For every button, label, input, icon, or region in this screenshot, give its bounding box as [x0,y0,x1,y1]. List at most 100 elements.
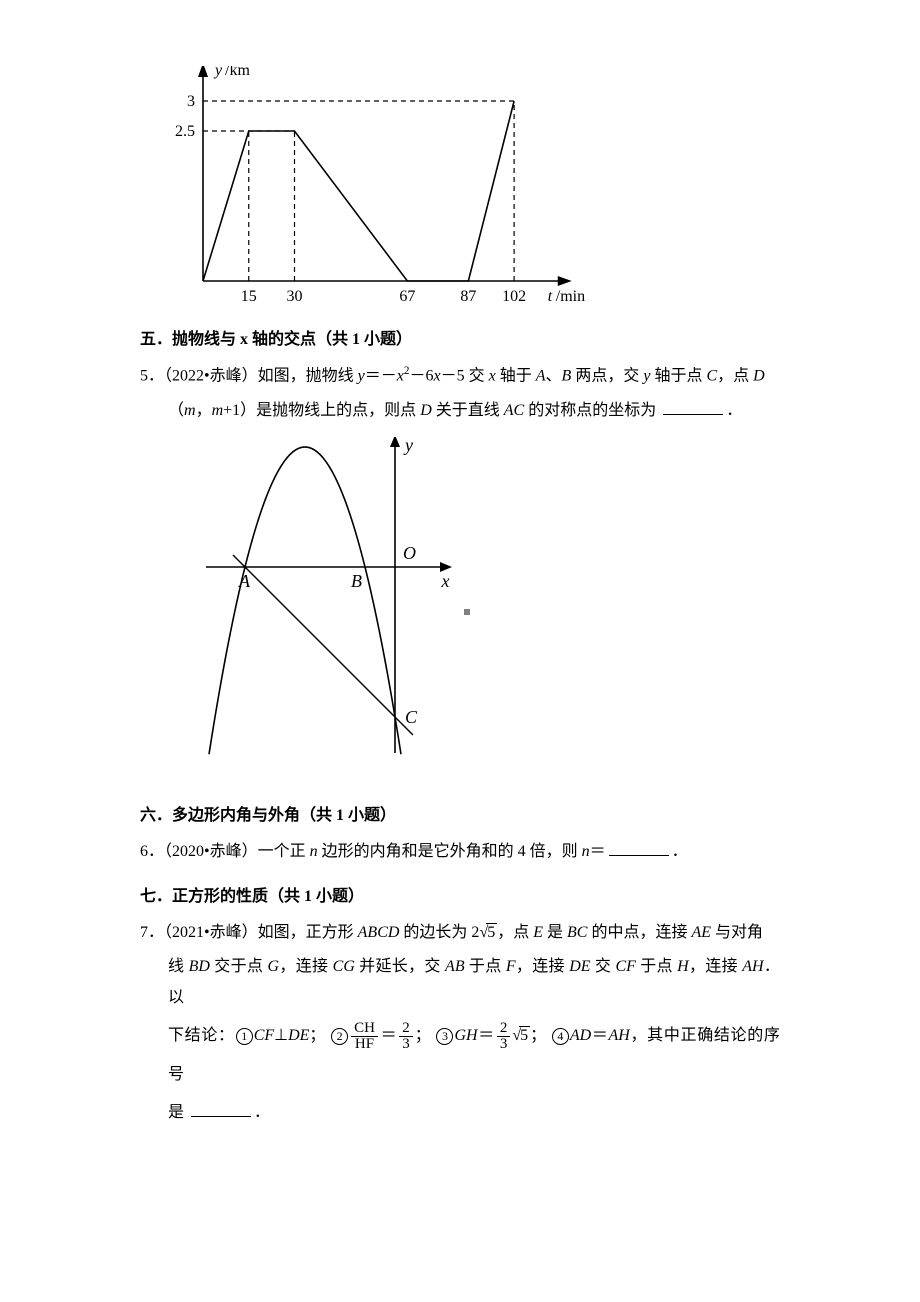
chart2-figure: yxOABC [200,437,780,787]
circ-3: 3 [436,1028,453,1045]
problem-5: 5．（2022•赤峰）如图，抛物线 y＝－x2－6x－5 交 x 轴于 A、B … [140,361,780,426]
p5-t3: －6 [409,368,433,385]
p7-CF: CF [615,958,635,975]
chart1-figure: y/kmt/min2.5315306787102 [158,66,780,311]
p7-frac2-d: 3 [399,1037,413,1052]
p7-c3a: GH [454,1027,477,1044]
p5-m1: m [184,402,196,419]
p5-t6: 、 [546,368,562,385]
p5-2e: +1）是抛物线上的点，则点 [223,402,420,419]
p7-l2i: 于点 [465,958,506,975]
p5-x1: x [397,368,404,385]
p7-c1b: ⊥ [274,1027,288,1044]
p5-blank [663,399,723,415]
circ-1: 1 [236,1028,253,1045]
p5-t5: 轴于 [496,368,536,385]
p7-H: H [677,958,689,975]
section7-heading: 七．正方形的性质（共 1 小题） [140,882,780,912]
watermark-dot [464,609,470,615]
p5-2c: ， [196,402,212,419]
p5-x3: x [489,368,496,385]
p5-m2: m [212,402,224,419]
svg-text:3: 3 [187,93,195,110]
p7-l4b: ． [254,1104,270,1121]
p7-l2c: 交于点 [210,958,268,975]
p7-DE: DE [569,958,590,975]
p7-frac2-n: 2 [399,1021,413,1037]
svg-text:y: y [403,437,413,455]
p6-n1: n [310,843,318,860]
problem-7: 7．（2021•赤峰）如图，正方形 ABCD 的边长为 2√5，点 E 是 BC… [140,918,780,1128]
p7-frac3-n: 2 [497,1021,511,1037]
p7-BC: BC [567,924,587,941]
p7-G: G [268,958,280,975]
p5-D2: D [420,402,432,419]
p7-l1g: 是 [543,924,567,941]
p7-l4a: 是 [168,1104,188,1121]
svg-text:2.5: 2.5 [175,123,195,140]
p6-number: 6． [140,843,164,860]
p5-C: C [706,368,717,385]
p6-n2: n [582,843,590,860]
p5-x2: x [433,368,440,385]
p7-source: （2021•赤峰） [164,924,258,941]
p7-F: F [506,958,516,975]
svg-text:B: B [351,571,362,591]
p6-blank [609,840,669,856]
p5-t7: 两点，交 [571,368,643,385]
p7-frac3: 23 [497,1021,511,1052]
p7-l2a: 线 [168,958,189,975]
p5-t: 如图，抛物线 [258,368,358,385]
p7-AH: AH [742,958,763,975]
p7-l1e: ，点 [497,924,533,941]
p7-AB: AB [445,958,465,975]
p7-ABCD: ABCD [358,924,400,941]
p5-2g: 关于直线 [432,402,504,419]
p7-c1a: CF [254,1027,274,1044]
svg-text:t: t [548,288,553,305]
p5-number: 5． [140,368,164,385]
p7-l2g: 并延长，交 [355,958,445,975]
circ-2: 2 [331,1028,348,1045]
svg-text:67: 67 [399,288,415,305]
p7-frac3-d: 3 [497,1037,511,1052]
p7-CG: CG [333,958,355,975]
p7-l1c: 的边长为 2 [399,924,479,941]
p5-t4: －5 交 [441,368,489,385]
chart2-svg: yxOABC [200,437,470,757]
p7-E: E [533,924,543,941]
p7-sqrt5b-rad: 5 [519,1026,530,1044]
circ-4: 4 [552,1028,569,1045]
p5-2j: ． [726,402,742,419]
p5-AC: AC [504,402,524,419]
svg-text:y: y [213,66,223,79]
p5-t2: ＝－ [365,368,397,385]
p5-2i: 的对称点的坐标为 [524,402,660,419]
p5-t9: ，点 [717,368,753,385]
p7-sqrt5-rad: 5 [486,923,497,941]
p7-l2q: ，连接 [689,958,743,975]
p5-2a: （ [168,402,184,419]
p5-B: B [562,368,572,385]
p7-frac2: 23 [399,1021,413,1052]
p5-D: D [753,368,765,385]
p7-BD: BD [189,958,210,975]
p5-A: A [536,368,546,385]
p7-l1i: 的中点，连接 [587,924,691,941]
problem-6: 6．（2020•赤峰）一个正 n 边形的内角和是它外角和的 4 倍，则 n＝． [140,837,780,867]
svg-text:x: x [441,571,450,591]
p7-l1a: 如图，正方形 [258,924,358,941]
svg-text:15: 15 [241,288,257,305]
p7-sqrt5b: √5 [512,1017,530,1055]
p7-l2e: ，连接 [279,958,333,975]
p5-source: （2022•赤峰） [164,368,258,385]
svg-text:102: 102 [502,288,526,305]
p6-t6: ． [672,843,688,860]
p7-l3a: 下结论： [168,1027,235,1044]
p7-blank [191,1101,251,1117]
section6-heading: 六．多边形内角与外角（共 1 小题） [140,801,780,831]
svg-text:A: A [238,571,251,591]
p7-c4a: AD [570,1027,591,1044]
p7-l2k: ，连接 [516,958,570,975]
p5-t8: 轴于点 [650,368,706,385]
